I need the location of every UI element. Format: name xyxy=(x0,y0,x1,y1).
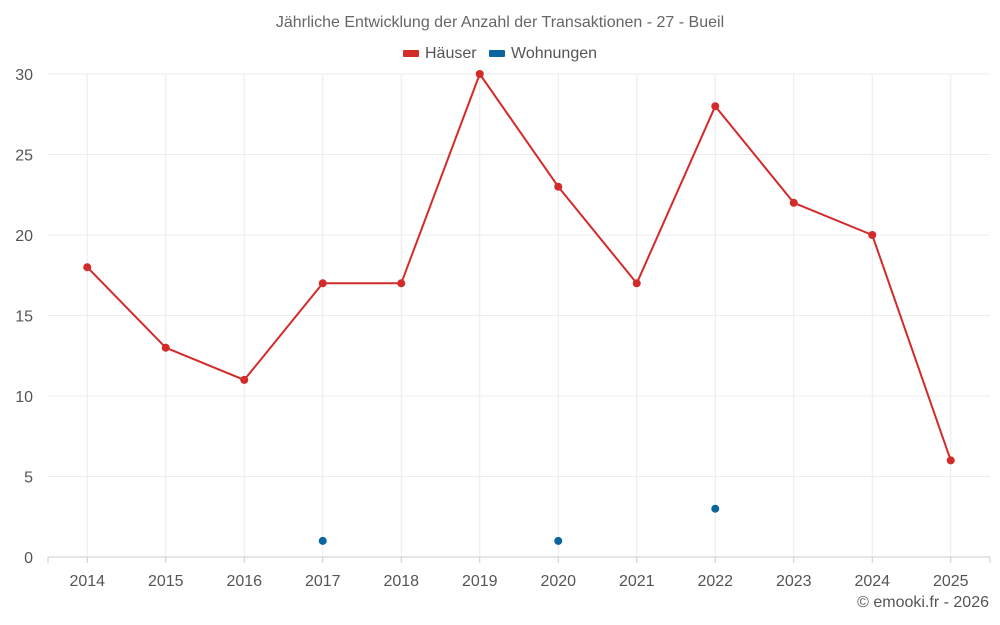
point-haeuser-2020 xyxy=(554,182,563,191)
legend-label-wohnungen: Wohnungen xyxy=(511,44,598,62)
y-tick-label-15: 15 xyxy=(15,309,33,326)
x-tick-label-2014: 2014 xyxy=(69,573,105,590)
marks xyxy=(83,70,955,545)
point-haeuser-2014 xyxy=(83,263,92,272)
point-haeuser-2019 xyxy=(475,70,484,78)
legend-label-haeuser: Häuser xyxy=(424,44,477,62)
grid xyxy=(48,73,990,558)
y-tick-label-20: 20 xyxy=(15,228,33,245)
point-wohnungen-2017 xyxy=(318,536,327,545)
legend: Häuser Wohnungen xyxy=(0,44,1000,63)
y-tick-label-5: 5 xyxy=(24,470,33,487)
x-tick-label-2024: 2024 xyxy=(854,573,890,590)
point-haeuser-2021 xyxy=(632,279,641,288)
point-haeuser-2022 xyxy=(711,102,720,111)
x-tick-label-2015: 2015 xyxy=(148,573,184,590)
point-haeuser-2017 xyxy=(318,279,327,288)
point-wohnungen-2020 xyxy=(554,536,563,545)
x-tick-label-2022: 2022 xyxy=(697,573,733,590)
x-tick-label-2018: 2018 xyxy=(383,573,419,590)
legend-item-wohnungen[interactable]: Wohnungen xyxy=(489,45,597,63)
x-tick-label-2025: 2025 xyxy=(933,573,969,590)
point-haeuser-2015 xyxy=(161,343,170,352)
point-wohnungen-2022 xyxy=(711,504,720,513)
y-tick-label-25: 25 xyxy=(15,148,33,165)
y-tick-label-30: 30 xyxy=(15,67,33,84)
chart-title: Jährliche Entwicklung der Anzahl der Tra… xyxy=(275,14,725,31)
legend-swatch-wohnungen xyxy=(489,50,506,57)
legend-item-haeuser[interactable]: Häuser xyxy=(402,44,477,63)
x-tick-label-2016: 2016 xyxy=(226,573,262,590)
legend-swatch-haeuser xyxy=(402,50,419,57)
point-haeuser-2016 xyxy=(240,375,249,384)
point-haeuser-2023 xyxy=(789,198,798,207)
y-tick-label-0: 0 xyxy=(24,550,33,567)
credit-text: © emooki.fr - 2026 xyxy=(857,594,989,611)
x-tick-label-2021: 2021 xyxy=(619,573,655,590)
x-tick-label-2017: 2017 xyxy=(305,573,341,590)
x-tick-label-2023: 2023 xyxy=(776,573,812,590)
point-haeuser-2025 xyxy=(946,456,955,465)
x-tick-label-2019: 2019 xyxy=(462,573,498,590)
point-haeuser-2024 xyxy=(868,231,877,239)
point-haeuser-2018 xyxy=(397,279,406,288)
y-tick-label-10: 10 xyxy=(15,389,33,406)
series-line-haeuser xyxy=(86,73,952,461)
x-tick-label-2020: 2020 xyxy=(540,573,576,590)
